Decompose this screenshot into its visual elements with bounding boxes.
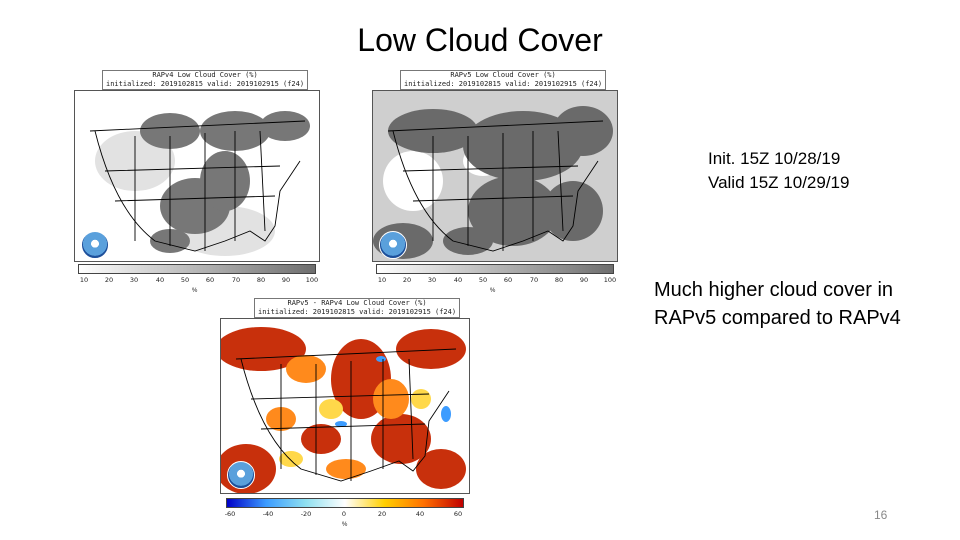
colorbar-tick: 20 (104, 276, 114, 284)
rapv5-map-title: RAPv5 Low Cloud Cover (%) (450, 71, 556, 79)
difference-map-header: RAPv5 - RAPv4 Low Cloud Cover (%) initia… (254, 298, 461, 318)
colorbar-tick: 60 (503, 276, 513, 284)
colorbar-tick: 30 (427, 276, 437, 284)
comparison-line-1: Much higher cloud cover in (654, 279, 894, 301)
rapv5-colorbar (376, 264, 614, 274)
rapv5-noaa-logo (379, 231, 407, 259)
colorbar-tick: 80 (256, 276, 266, 284)
difference-map-title: RAPv5 - RAPv4 Low Cloud Cover (%) (287, 299, 427, 307)
rapv4-colorbar-unit: % (192, 288, 198, 294)
rapv5-map-panel: RAPv5 Low Cloud Cover (%) initialized: 2… (370, 68, 620, 300)
colorbar-tick: 70 (529, 276, 539, 284)
colorbar-tick: 40 (453, 276, 463, 284)
colorbar-tick: -60 (224, 510, 236, 518)
colorbar-tick: 20 (402, 276, 412, 284)
colorbar-tick: 20 (377, 510, 387, 518)
rapv5-map-header: RAPv5 Low Cloud Cover (%) initialized: 2… (400, 70, 607, 90)
colorbar-tick: 10 (79, 276, 89, 284)
rapv4-map-header: RAPv4 Low Cloud Cover (%) initialized: 2… (102, 70, 309, 90)
init-time-text: Init. 15Z 10/28/19 (708, 149, 841, 168)
slide-title: Low Cloud Cover (357, 22, 603, 58)
colorbar-tick: 40 (415, 510, 425, 518)
difference-colorbar-unit: % (342, 522, 348, 528)
comparison-line-2: RAPv5 compared to RAPv4 (654, 307, 901, 329)
rapv4-map-subtitle: initialized: 2019102815 valid: 201910291… (106, 80, 305, 88)
rapv4-map-panel: RAPv4 Low Cloud Cover (%) initialized: 2… (72, 68, 322, 300)
rapv4-colorbar (78, 264, 316, 274)
colorbar-tick: 30 (129, 276, 139, 284)
rapv5-map-subtitle: initialized: 2019102815 valid: 201910291… (404, 80, 603, 88)
colorbar-tick: 50 (478, 276, 488, 284)
colorbar-tick: 100 (603, 276, 617, 284)
colorbar-tick: 100 (305, 276, 319, 284)
colorbar-tick: 10 (377, 276, 387, 284)
rapv5-map-image (372, 90, 618, 262)
valid-time-text: Valid 15Z 10/29/19 (708, 173, 850, 192)
colorbar-tick: 50 (180, 276, 190, 284)
comparison-note: Much higher cloud cover in RAPv5 compare… (654, 276, 901, 332)
colorbar-tick: 80 (554, 276, 564, 284)
rapv4-noaa-logo (81, 231, 109, 259)
colorbar-tick: -40 (262, 510, 274, 518)
rapv4-map-image (74, 90, 320, 262)
colorbar-tick: 60 (453, 510, 463, 518)
rapv4-map-title: RAPv4 Low Cloud Cover (%) (152, 71, 258, 79)
difference-noaa-logo (227, 461, 255, 489)
colorbar-tick: 70 (231, 276, 241, 284)
forecast-times-note: Init. 15Z 10/28/19 Valid 15Z 10/29/19 (708, 147, 849, 195)
colorbar-tick: 0 (341, 510, 347, 518)
difference-map-panel: RAPv5 - RAPv4 Low Cloud Cover (%) initia… (218, 296, 472, 532)
difference-colorbar (226, 498, 464, 508)
colorbar-tick: 90 (579, 276, 589, 284)
colorbar-tick: 90 (281, 276, 291, 284)
page-number: 16 (874, 508, 888, 522)
rapv5-colorbar-unit: % (490, 288, 496, 294)
colorbar-tick: -20 (300, 510, 312, 518)
colorbar-tick: 60 (205, 276, 215, 284)
difference-map-image (220, 318, 470, 494)
difference-map-subtitle: initialized: 2019102815 valid: 201910291… (258, 308, 457, 316)
colorbar-tick: 40 (155, 276, 165, 284)
